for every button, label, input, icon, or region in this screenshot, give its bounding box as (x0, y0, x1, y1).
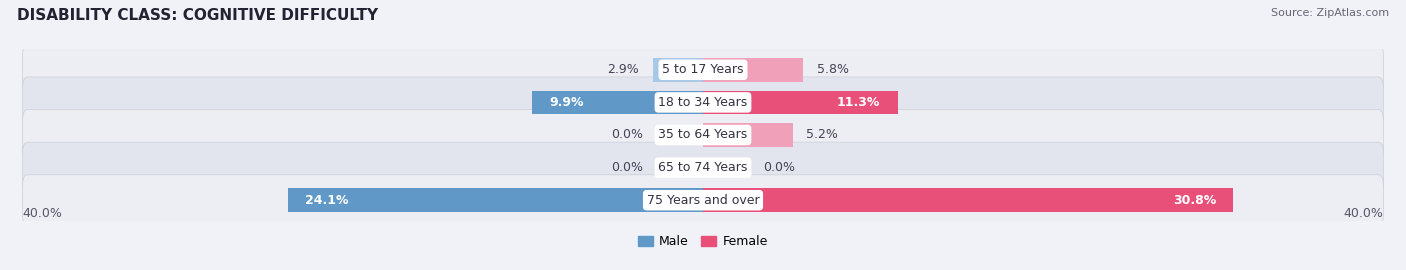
FancyBboxPatch shape (22, 77, 1384, 128)
Text: DISABILITY CLASS: COGNITIVE DIFFICULTY: DISABILITY CLASS: COGNITIVE DIFFICULTY (17, 8, 378, 23)
Bar (703, 58, 803, 82)
Text: 0.0%: 0.0% (610, 161, 643, 174)
Text: 11.3%: 11.3% (837, 96, 880, 109)
Bar (703, 123, 793, 147)
Text: 2.9%: 2.9% (607, 63, 640, 76)
Text: 35 to 64 Years: 35 to 64 Years (658, 129, 748, 141)
Text: 65 to 74 Years: 65 to 74 Years (658, 161, 748, 174)
Bar (288, 188, 703, 212)
FancyBboxPatch shape (22, 175, 1384, 226)
Text: 5.8%: 5.8% (817, 63, 849, 76)
Text: 40.0%: 40.0% (22, 207, 62, 220)
Text: 30.8%: 30.8% (1173, 194, 1216, 207)
Text: 75 Years and over: 75 Years and over (647, 194, 759, 207)
Text: 9.9%: 9.9% (550, 96, 585, 109)
FancyBboxPatch shape (22, 44, 1384, 95)
Text: 24.1%: 24.1% (305, 194, 349, 207)
FancyBboxPatch shape (22, 142, 1384, 193)
Bar (703, 91, 897, 114)
Text: 0.0%: 0.0% (610, 129, 643, 141)
Legend: Male, Female: Male, Female (633, 230, 773, 253)
Bar (533, 91, 703, 114)
Text: 40.0%: 40.0% (1344, 207, 1384, 220)
FancyBboxPatch shape (22, 110, 1384, 160)
Text: 0.0%: 0.0% (763, 161, 796, 174)
Text: 5.2%: 5.2% (807, 129, 838, 141)
Text: 18 to 34 Years: 18 to 34 Years (658, 96, 748, 109)
Text: 5 to 17 Years: 5 to 17 Years (662, 63, 744, 76)
Bar (652, 58, 703, 82)
Bar (703, 188, 1233, 212)
Text: Source: ZipAtlas.com: Source: ZipAtlas.com (1271, 8, 1389, 18)
